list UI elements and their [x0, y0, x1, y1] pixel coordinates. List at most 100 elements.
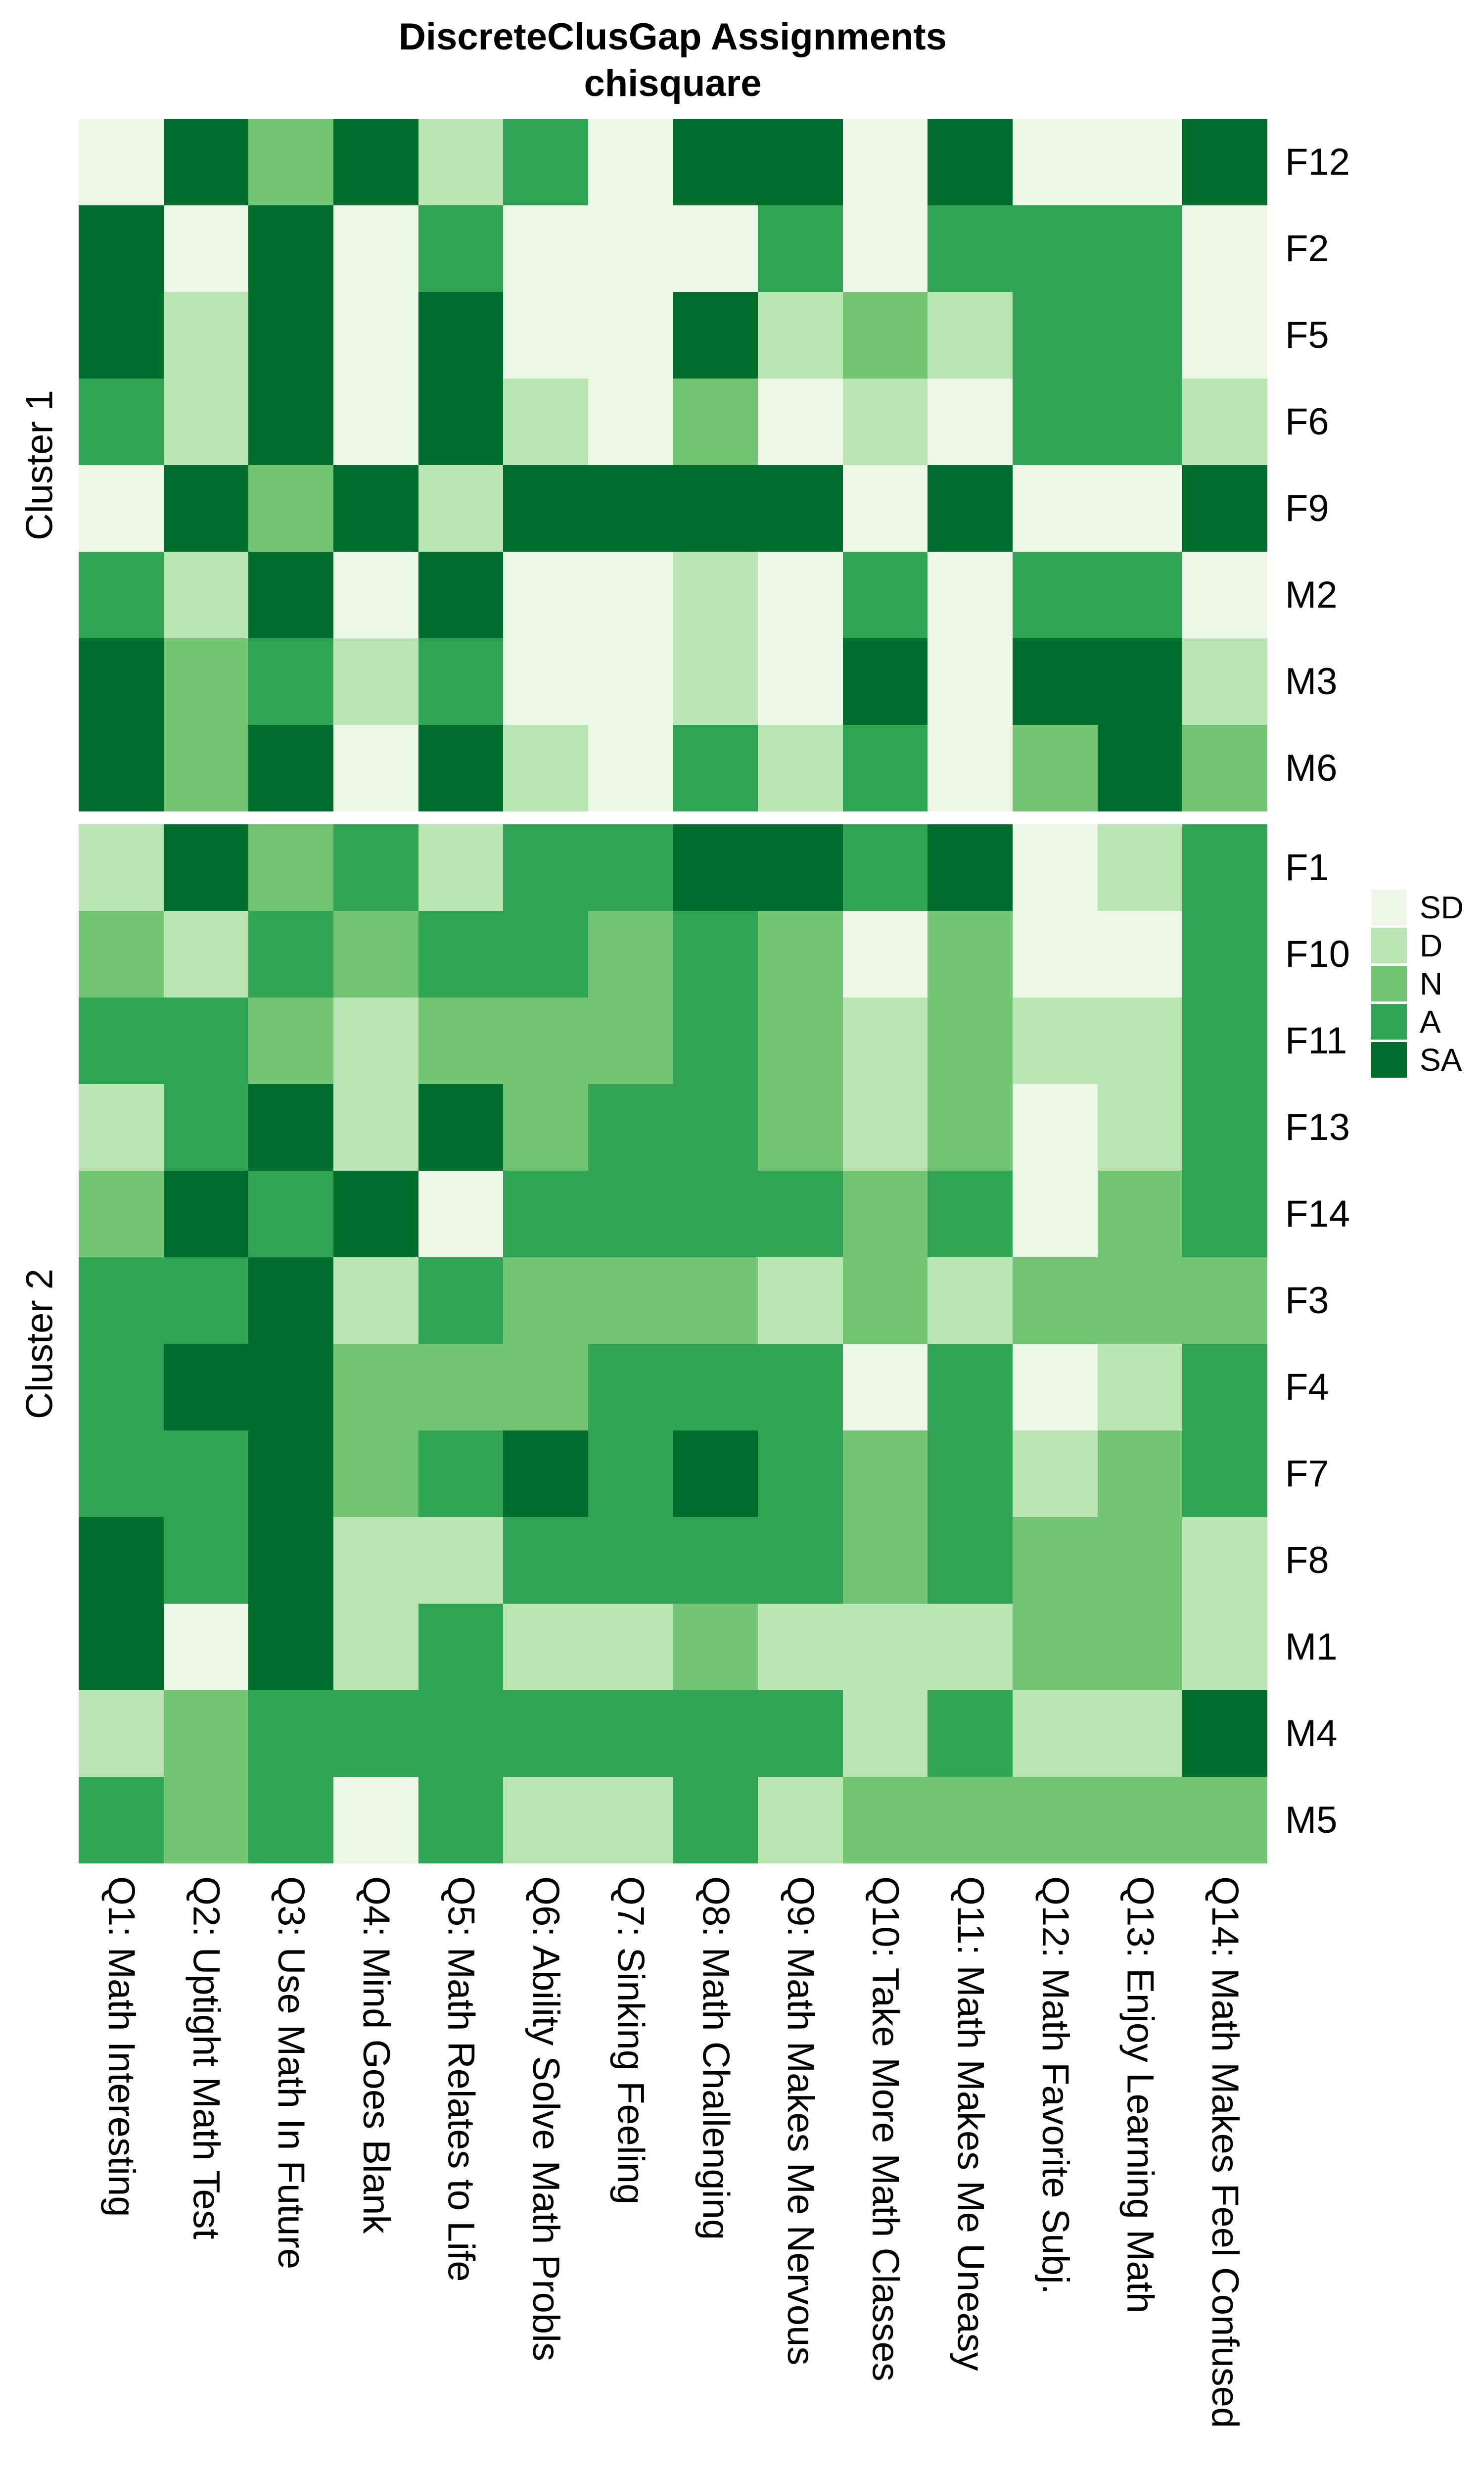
heatmap-cell — [928, 1257, 1013, 1344]
heatmap-cell — [928, 1517, 1013, 1604]
heatmap-cell — [673, 292, 758, 379]
heatmap-cell — [842, 1257, 928, 1344]
legend-swatch — [1371, 890, 1407, 925]
column-label: Q1: Math Interesting — [100, 1876, 142, 2217]
heatmap-cell — [333, 1777, 418, 1863]
heatmap-cell — [928, 1171, 1013, 1257]
row-label: M1 — [1285, 1625, 1338, 1668]
heatmap-cell — [1013, 1517, 1098, 1604]
heatmap-cell — [1182, 205, 1267, 292]
heatmap-cell — [842, 1517, 928, 1604]
row-label: F12 — [1285, 141, 1350, 183]
heatmap-cell — [1182, 465, 1267, 552]
column-label: Q5: Math Relates to Life — [440, 1876, 482, 2282]
heatmap-cell — [503, 1690, 588, 1777]
row-label: F13 — [1285, 1106, 1350, 1148]
heatmap-cell — [248, 1084, 333, 1171]
heatmap-cell — [333, 725, 418, 811]
heatmap-cell — [673, 911, 758, 998]
heatmap-cell — [1097, 119, 1183, 205]
heatmap-cell — [503, 824, 588, 911]
heatmap-cell — [1182, 1430, 1267, 1517]
heatmap-cell — [758, 638, 843, 725]
heatmap-cell — [79, 1257, 164, 1344]
heatmap-cell — [1097, 1171, 1183, 1257]
heatmap-cell — [163, 552, 249, 638]
heatmap-cell — [1013, 638, 1098, 725]
heatmap-cell — [79, 1777, 164, 1863]
heatmap-cell — [673, 205, 758, 292]
heatmap-cell — [758, 824, 843, 911]
heatmap-cell — [1013, 119, 1098, 205]
heatmap-cell — [503, 379, 588, 465]
heatmap-cell — [1182, 1777, 1267, 1863]
heatmap-cell — [588, 292, 673, 379]
heatmap-cell — [842, 205, 928, 292]
heatmap-cell — [673, 1690, 758, 1777]
heatmap-cell — [588, 998, 673, 1084]
heatmap-cell — [842, 725, 928, 811]
row-label: F1 — [1285, 846, 1329, 889]
row-label: M2 — [1285, 573, 1338, 616]
heatmap-cell — [842, 292, 928, 379]
heatmap-cell — [673, 379, 758, 465]
row-label: F10 — [1285, 933, 1350, 975]
heatmap-cell — [842, 1777, 928, 1863]
heatmap-cell — [1013, 552, 1098, 638]
heatmap-cell — [588, 1690, 673, 1777]
heatmap-cell — [673, 1777, 758, 1863]
row-label: M6 — [1285, 747, 1338, 789]
heatmap-cell — [673, 119, 758, 205]
heatmap-cell — [588, 552, 673, 638]
heatmap-cell — [673, 1604, 758, 1690]
legend-label: A — [1420, 1004, 1441, 1040]
heatmap-cell — [418, 552, 504, 638]
heatmap-cell — [1182, 1084, 1267, 1171]
heatmap-cell — [79, 379, 164, 465]
heatmap-cell — [248, 725, 333, 811]
column-label: Q2: Uptight Math Test — [185, 1876, 228, 2239]
legend-label: N — [1420, 966, 1443, 1001]
heatmap-cell — [333, 1430, 418, 1517]
heatmap-cell — [333, 465, 418, 552]
heatmap-cell — [1097, 465, 1183, 552]
heatmap-cell — [333, 824, 418, 911]
heatmap-cell — [163, 725, 249, 811]
heatmap-cell — [418, 824, 504, 911]
legend-entry: SD — [1371, 890, 1464, 925]
heatmap-cell — [842, 824, 928, 911]
heatmap-cell — [163, 1604, 249, 1690]
heatmap-cell — [163, 824, 249, 911]
heatmap-cell — [248, 379, 333, 465]
heatmap-cell — [842, 552, 928, 638]
heatmap-cell — [1097, 205, 1183, 292]
heatmap-cell — [418, 465, 504, 552]
column-label: Q14: Math Makes Feel Confused — [1204, 1876, 1247, 2428]
row-label: F2 — [1285, 227, 1329, 270]
heatmap-cell — [1182, 1604, 1267, 1690]
heatmap-cell — [503, 638, 588, 725]
heatmap-cell — [1097, 292, 1183, 379]
heatmap-cell — [1097, 552, 1183, 638]
heatmap-cell — [1013, 205, 1098, 292]
heatmap-cell — [928, 119, 1013, 205]
heatmap-cell — [928, 1430, 1013, 1517]
heatmap-cell — [673, 1084, 758, 1171]
row-label: F6 — [1285, 400, 1329, 443]
heatmap-cell — [418, 1517, 504, 1604]
heatmap-cell — [163, 379, 249, 465]
heatmap-cell — [248, 1344, 333, 1430]
heatmap-cell — [79, 725, 164, 811]
heatmap-cell — [418, 1171, 504, 1257]
heatmap-cell — [248, 465, 333, 552]
heatmap-cell — [673, 552, 758, 638]
heatmap-cell — [842, 1084, 928, 1171]
heatmap-cell — [928, 638, 1013, 725]
chart-title-line1: DiscreteClusGap Assignments — [399, 16, 947, 58]
heatmap-cell — [758, 1517, 843, 1604]
heatmap-cell — [928, 824, 1013, 911]
heatmap-cell — [928, 379, 1013, 465]
heatmap-cell — [588, 465, 673, 552]
heatmap-cell — [163, 1690, 249, 1777]
heatmap-cell — [163, 638, 249, 725]
